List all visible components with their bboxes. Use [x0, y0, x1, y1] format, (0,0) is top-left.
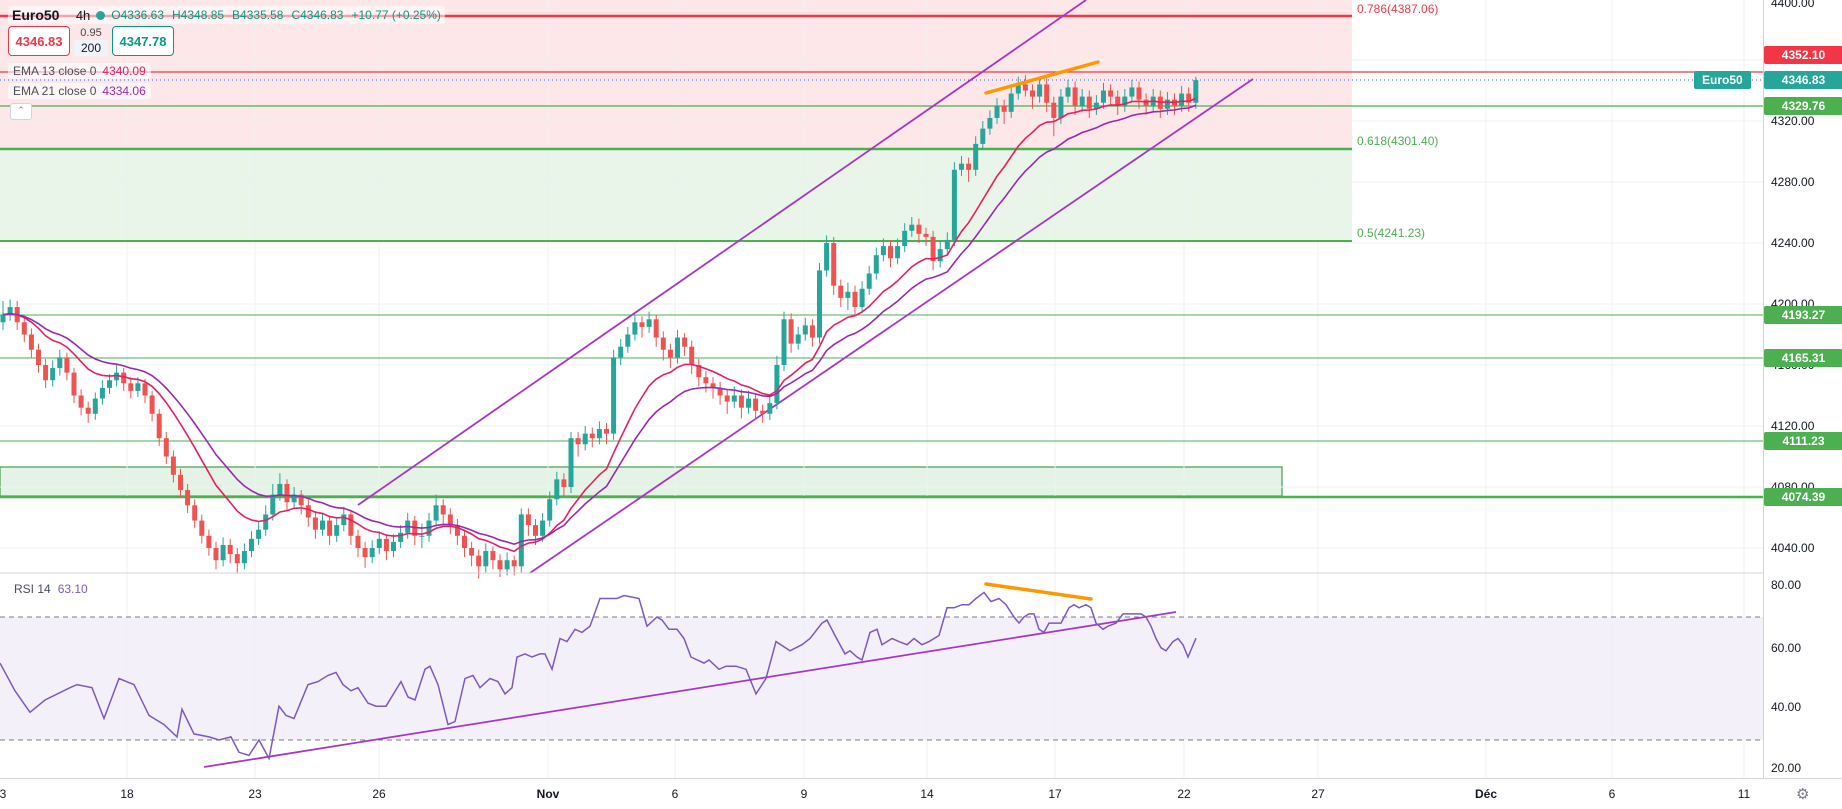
fib-level-label: 0.5(4241.23) — [1357, 226, 1426, 240]
price-axis-tick: 40.00 — [1771, 700, 1802, 714]
fib-zone-fill-1 — [0, 149, 1352, 241]
ema13-label: EMA 13 close 0 — [13, 64, 97, 78]
time-axis-tick: 11 — [1737, 787, 1751, 801]
market-status-dot-icon — [96, 10, 106, 20]
ema13-legend[interactable]: EMA 13 close 0 4340.09 — [8, 63, 151, 79]
ohlc-open: O4336.63 — [111, 8, 164, 22]
time-axis-tick: 27 — [1311, 787, 1325, 801]
time-axis-tick: Déc — [1474, 787, 1498, 801]
symbol-price-label: Euro50 — [1694, 71, 1751, 89]
ohlc-change: +10.77 (+0.25%) — [351, 8, 441, 22]
rsi-label: RSI 14 — [14, 582, 51, 596]
time-axis-tick: Nov — [536, 787, 560, 801]
channel-trendline[interactable] — [357, 0, 1087, 506]
ema21-legend[interactable]: EMA 21 close 0 4334.06 — [8, 83, 151, 99]
price-axis-tick: 4240.00 — [1771, 236, 1815, 250]
time-axis-tick: 9 — [800, 787, 808, 801]
fib-level-label: 0.786(4387.06) — [1357, 2, 1439, 16]
time-axis-tick: 14 — [920, 787, 934, 801]
timeframe[interactable]: 4h — [75, 7, 91, 23]
axis-settings-gear-icon[interactable]: ⚙ — [1796, 786, 1810, 803]
ohlc-close: C4346.83 — [291, 8, 344, 22]
price-axis-tick: 4400.00 — [1771, 0, 1815, 10]
ohlc-low: B4335.58 — [232, 8, 284, 22]
price-axis-tick: 4120.00 — [1771, 419, 1815, 433]
rsi-legend[interactable]: RSI 14 63.10 — [10, 581, 92, 597]
price-axis-tick: 4040.00 — [1771, 541, 1815, 555]
buy-button[interactable]: 4347.78 — [112, 26, 174, 56]
time-axis-tick: 23 — [248, 787, 262, 801]
price-axis[interactable]: 4400.004360.004320.004280.004240.004200.… — [1763, 0, 1842, 778]
fib-level-label: 0.618(4301.40) — [1357, 134, 1439, 148]
demand-zone[interactable] — [0, 466, 1283, 497]
order-widget: 4346.83 0.95 200 4347.78 — [8, 26, 174, 56]
rsi-value: 63.10 — [57, 582, 88, 596]
price-axis-tick: 4320.00 — [1771, 114, 1815, 128]
chart-canvas[interactable] — [0, 0, 1763, 778]
time-axis-tick: 17 — [1048, 787, 1062, 801]
spread-value: 0.95 — [80, 27, 102, 39]
quantity-field[interactable]: 200 — [74, 40, 108, 56]
time-axis-tick: 22 — [1177, 787, 1191, 801]
ema21-value: 4334.06 — [102, 84, 146, 98]
price-axis-tick: 20.00 — [1771, 761, 1802, 775]
rsi-trendline[interactable] — [203, 611, 1177, 768]
ema13-value: 4340.09 — [102, 64, 146, 78]
ohlc-high: H4348.85 — [172, 8, 225, 22]
time-axis-tick: 3 — [0, 787, 7, 801]
rsi-line — [0, 591, 1197, 761]
time-axis-tick: 6 — [671, 787, 679, 801]
sell-button[interactable]: 4346.83 — [8, 26, 70, 56]
ema21-line — [2, 104, 1197, 546]
price-axis-tick: 60.00 — [1771, 641, 1802, 655]
price-badge: 4111.23 — [1764, 432, 1842, 450]
rsi-band-fill — [0, 617, 1763, 740]
fib-zone-fill-0 — [0, 0, 1352, 149]
price-badge: 4165.31 — [1764, 349, 1842, 367]
channel-trendline[interactable] — [529, 78, 1254, 574]
price-badge: 4329.76 — [1764, 97, 1842, 115]
ema21-label: EMA 21 close 0 — [13, 84, 97, 98]
time-axis[interactable]: ⚙ 3 18 23 26 Nov 6 9 14 17 22 27 Déc 6 11 — [0, 778, 1842, 809]
time-axis-tick: 6 — [1608, 787, 1616, 801]
price-axis-tick: 80.00 — [1771, 578, 1802, 592]
symbol-name[interactable]: Euro50 — [12, 7, 60, 23]
separator: · — [65, 7, 70, 23]
price-axis-tick: 4280.00 — [1771, 175, 1815, 189]
symbol-legend: Euro50 · 4h O4336.63 H4348.85 B4335.58 C… — [8, 6, 445, 24]
price-badge: 4193.27 — [1764, 306, 1842, 324]
time-axis-tick: 18 — [120, 787, 134, 801]
collapse-legend-button[interactable]: ⌃ — [10, 103, 32, 120]
ema13-line — [2, 97, 1197, 553]
orange-divergence-rsi[interactable] — [984, 582, 1093, 601]
time-axis-tick: 26 — [372, 787, 386, 801]
price-badge: 4074.39 — [1764, 488, 1842, 506]
orange-divergence-price[interactable] — [984, 60, 1100, 95]
price-badge: 4352.10 — [1764, 46, 1842, 64]
price-badge: 4346.83 — [1764, 71, 1842, 89]
